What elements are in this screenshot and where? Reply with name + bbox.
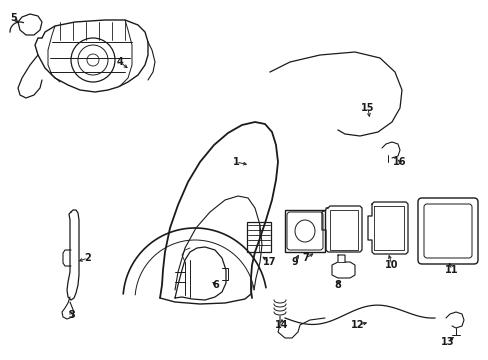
Text: 3: 3 bbox=[68, 310, 75, 320]
Text: 13: 13 bbox=[440, 337, 454, 347]
Text: 12: 12 bbox=[350, 320, 364, 330]
Text: 17: 17 bbox=[263, 257, 276, 267]
Text: 6: 6 bbox=[212, 280, 219, 290]
Text: 4: 4 bbox=[116, 57, 123, 67]
Bar bbox=[285, 210, 325, 252]
Text: 15: 15 bbox=[361, 103, 374, 113]
Bar bbox=[329, 210, 357, 250]
Text: 14: 14 bbox=[275, 320, 288, 330]
Text: 10: 10 bbox=[385, 260, 398, 270]
Text: 9: 9 bbox=[291, 257, 298, 267]
Text: 7: 7 bbox=[302, 253, 309, 263]
Bar bbox=[246, 222, 270, 252]
Text: 16: 16 bbox=[392, 157, 406, 167]
Text: 5: 5 bbox=[11, 13, 18, 23]
Text: 1: 1 bbox=[232, 157, 239, 167]
Text: 8: 8 bbox=[334, 280, 341, 290]
Text: 11: 11 bbox=[445, 265, 458, 275]
Text: 2: 2 bbox=[84, 253, 91, 263]
